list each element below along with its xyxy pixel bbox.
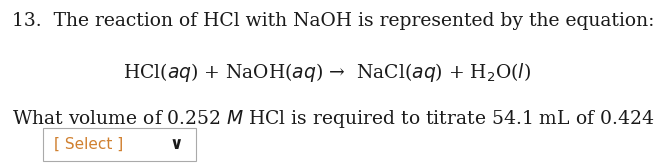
Text: HCl($\it{aq}$) + NaOH($\it{aq}$) →  NaCl($\it{aq}$) + H$_2$O($\it{l}$): HCl($\it{aq}$) + NaOH($\it{aq}$) → NaCl(… xyxy=(123,61,531,84)
Text: [ Select ]: [ Select ] xyxy=(54,137,124,152)
FancyBboxPatch shape xyxy=(43,128,196,161)
Text: What volume of 0.252 $\it{M}$ HCl is required to titrate 54.1 mL of 0.424 $\it{M: What volume of 0.252 $\it{M}$ HCl is req… xyxy=(12,108,654,130)
Text: ∨: ∨ xyxy=(170,135,183,154)
Text: 13.  The reaction of HCl with NaOH is represented by the equation:: 13. The reaction of HCl with NaOH is rep… xyxy=(12,12,654,30)
